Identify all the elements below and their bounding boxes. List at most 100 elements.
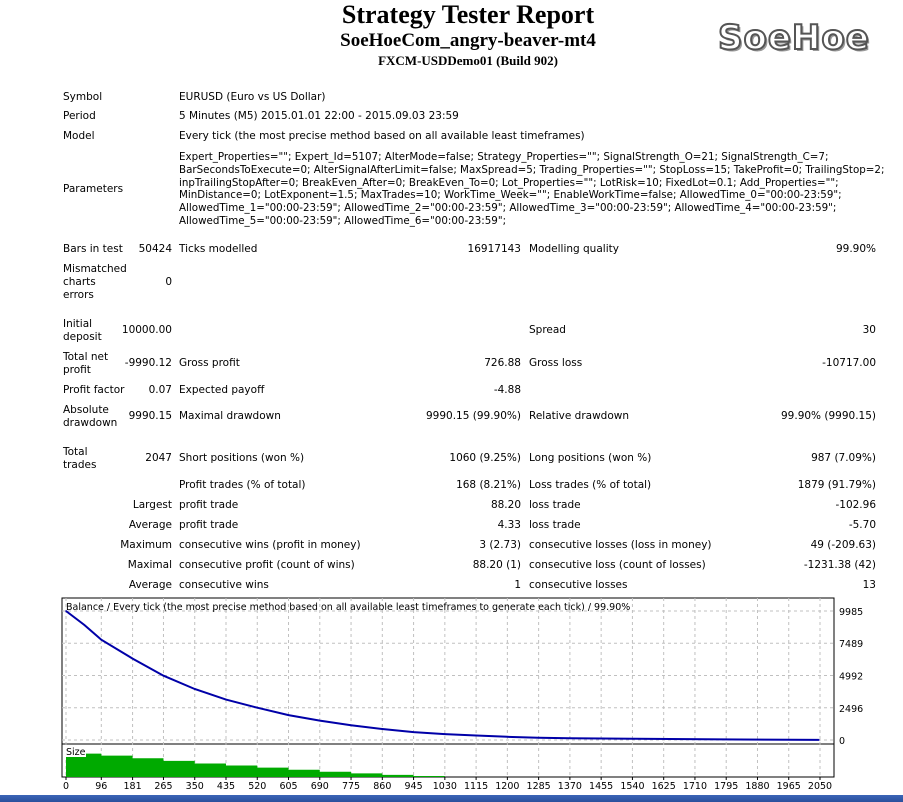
deposit-label: Initial (63, 318, 93, 330)
parameters-label: Parameters (63, 183, 124, 195)
max-dd-label: Maximal drawdown (179, 410, 281, 422)
balance-point (100, 638, 103, 641)
total-trades-label: trades (63, 459, 97, 471)
balance-point (287, 714, 290, 716)
row-metric-label: consecutive losses (529, 579, 628, 591)
x-tick-label: 1795 (714, 781, 738, 792)
balance-point (569, 737, 571, 739)
row-metric-value: 13 (862, 579, 876, 591)
row-metric-value: 1 (514, 579, 521, 591)
row-metric-label: consecutive wins (179, 579, 269, 591)
x-tick-label: 775 (342, 781, 360, 792)
long-label: Long positions (won %) (529, 452, 652, 464)
x-tick-label: 1455 (589, 781, 613, 792)
x-tick-label: 1965 (777, 781, 801, 792)
x-tick-label: 1115 (464, 781, 488, 792)
row-metric-label: profit trade (179, 519, 239, 531)
profit-factor-value: 0.07 (148, 384, 172, 396)
report-title: Strategy Tester Report (341, 0, 595, 29)
balance-point (350, 724, 352, 727)
model-value: Every tick (the most precise method base… (179, 130, 585, 142)
row-metric-value: 168 (8.21%) (456, 479, 521, 491)
total-trades-label: Total (63, 446, 88, 458)
deposit-value: 10000.00 (121, 324, 172, 336)
server-build: FXCM-USDDemo01 (Build 902) (378, 53, 558, 68)
x-tick-label: 2050 (808, 781, 832, 792)
row-metric-value: 88.20 (490, 499, 521, 511)
row-label: Maximum (120, 539, 172, 551)
bars-label: Bars in test (63, 243, 123, 255)
x-tick-label: 1030 (433, 781, 457, 792)
payoff-label: Expected payoff (179, 384, 265, 396)
x-tick-label: 945 (405, 781, 423, 792)
mismatch-label: Mismatched (63, 263, 127, 275)
spread-label: Spread (529, 324, 566, 336)
y-tick-label: 4992 (839, 672, 863, 683)
gross-profit-value: 726.88 (484, 357, 521, 369)
x-tick-label: 860 (373, 781, 391, 792)
param-line: AllowedTime_5="00:00-23:59"; AllowedTime… (179, 214, 507, 227)
period-label: Period (63, 110, 96, 122)
balance-point (631, 737, 634, 740)
balance-point (738, 738, 740, 741)
row-metric-value: -1231.38 (42) (803, 559, 876, 571)
taskbar (0, 795, 903, 802)
model-label: Model (63, 130, 95, 142)
param-line: BarSecondsToExecute=0; AlterSignalAfterL… (179, 163, 885, 176)
net-profit-label: profit (63, 364, 91, 376)
balance-point (193, 688, 196, 690)
x-tick-label: 605 (279, 781, 297, 792)
rel-dd-value: 99.90% (9990.15) (781, 410, 876, 422)
symbol-label: Symbol (63, 91, 103, 103)
x-tick-label: 520 (248, 781, 266, 792)
y-tick-label: 2496 (839, 704, 863, 715)
x-tick-label: 265 (154, 781, 172, 792)
balance-point (256, 706, 259, 709)
balance-point (412, 731, 415, 733)
balance-point (475, 734, 477, 737)
row-label: Largest (132, 499, 172, 511)
x-tick-label: 1285 (527, 781, 551, 792)
size-label-bg (64, 746, 86, 757)
x-tick-label: 350 (186, 781, 204, 792)
abs-dd-value: 9990.15 (128, 410, 172, 422)
quality-label: Modelling quality (529, 243, 619, 255)
payoff-value: -4.88 (493, 384, 521, 396)
symbol-value: EURUSD (Euro vs US Dollar) (179, 91, 326, 103)
period-value: 5 Minutes (M5) 2015.01.01 22:00 - 2015.0… (179, 110, 459, 122)
y-tick-label: 9985 (839, 607, 863, 618)
row-metric-label: profit trade (179, 499, 239, 511)
short-value: 1060 (9.25%) (449, 452, 521, 464)
gross-profit-label: Gross profit (179, 357, 240, 369)
x-tick-label: 1540 (620, 781, 644, 792)
balance-point (131, 657, 134, 660)
y-tick-label: 0 (839, 736, 845, 747)
short-label: Short positions (won %) (179, 452, 305, 464)
mismatch-label: charts (63, 276, 96, 288)
size-label: Size (66, 747, 86, 758)
row-metric-value: 1879 (91.79%) (797, 479, 876, 491)
row-metric-label: Loss trades (% of total) (529, 479, 652, 491)
balance-point (162, 674, 165, 677)
abs-dd-label: drawdown (63, 417, 118, 429)
row-metric-label: loss trade (529, 519, 581, 531)
x-tick-label: 1370 (558, 781, 582, 792)
row-metric-value: -5.70 (848, 519, 876, 531)
ticks-value: 16917143 (467, 243, 521, 255)
spread-value: 30 (862, 324, 876, 336)
row-metric-value: 3 (2.73) (479, 539, 521, 551)
row-label: Average (128, 579, 172, 591)
abs-dd-label: Absolute (63, 404, 109, 416)
parameters-value: Expert_Properties=""; Expert_Id=5107; Al… (179, 151, 884, 228)
row-metric-label: consecutive losses (loss in money) (529, 539, 712, 551)
balance-panel (61, 597, 835, 745)
row-metric-label: consecutive profit (count of wins) (179, 559, 355, 571)
x-tick-label: 690 (311, 781, 329, 792)
rel-dd-label: Relative drawdown (529, 410, 630, 422)
row-label: Maximal (127, 559, 172, 571)
row-metric-label: consecutive loss (count of losses) (529, 559, 706, 571)
chart-title: Balance / Every tick (the most precise m… (66, 602, 630, 613)
x-tick-label: 181 (124, 781, 142, 792)
row-metric-label: consecutive wins (profit in money) (179, 539, 361, 551)
